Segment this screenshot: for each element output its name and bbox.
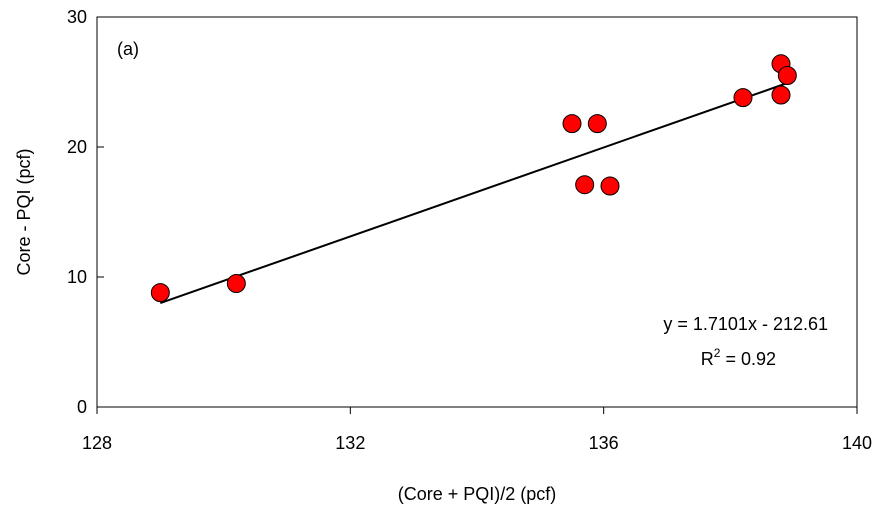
- r-squared-value: = 0.92: [720, 349, 776, 369]
- x-tick-label: 140: [842, 433, 872, 453]
- regression-equation: y = 1.7101x - 212.61: [663, 314, 828, 334]
- plot-area: 128 132 136 140 0 10 20 30: [67, 7, 872, 453]
- y-tick-label: 20: [67, 137, 87, 157]
- y-tick-label: 0: [77, 397, 87, 417]
- r-squared-symbol: R: [701, 349, 714, 369]
- plot-frame: [96, 16, 858, 408]
- data-point: [771, 85, 791, 105]
- data-point: [575, 175, 595, 195]
- x-tick-label: 128: [82, 433, 112, 453]
- y-tick-label: 30: [67, 7, 87, 27]
- x-axis-title: (Core + PQI)/2 (pcf): [398, 484, 557, 504]
- data-point: [562, 114, 582, 134]
- r-squared-superscript: 2: [714, 346, 721, 360]
- data-point: [150, 283, 170, 303]
- y-axis-ticks: 0 10 20 30: [67, 7, 104, 417]
- data-points: [150, 54, 797, 303]
- r-squared-label: R2 = 0.92: [701, 346, 776, 369]
- data-point: [733, 88, 753, 108]
- y-axis-title: Core - PQI (pcf): [14, 148, 34, 275]
- x-tick-label: 132: [335, 433, 365, 453]
- y-tick-label: 10: [67, 267, 87, 287]
- data-point: [600, 176, 620, 196]
- panel-label: (a): [117, 39, 139, 59]
- data-point: [226, 274, 246, 293]
- trendline: [160, 82, 788, 305]
- x-tick-label: 136: [589, 433, 619, 453]
- data-point: [777, 66, 797, 85]
- x-axis-ticks: 128 132 136 140: [82, 407, 872, 453]
- data-point: [587, 114, 607, 134]
